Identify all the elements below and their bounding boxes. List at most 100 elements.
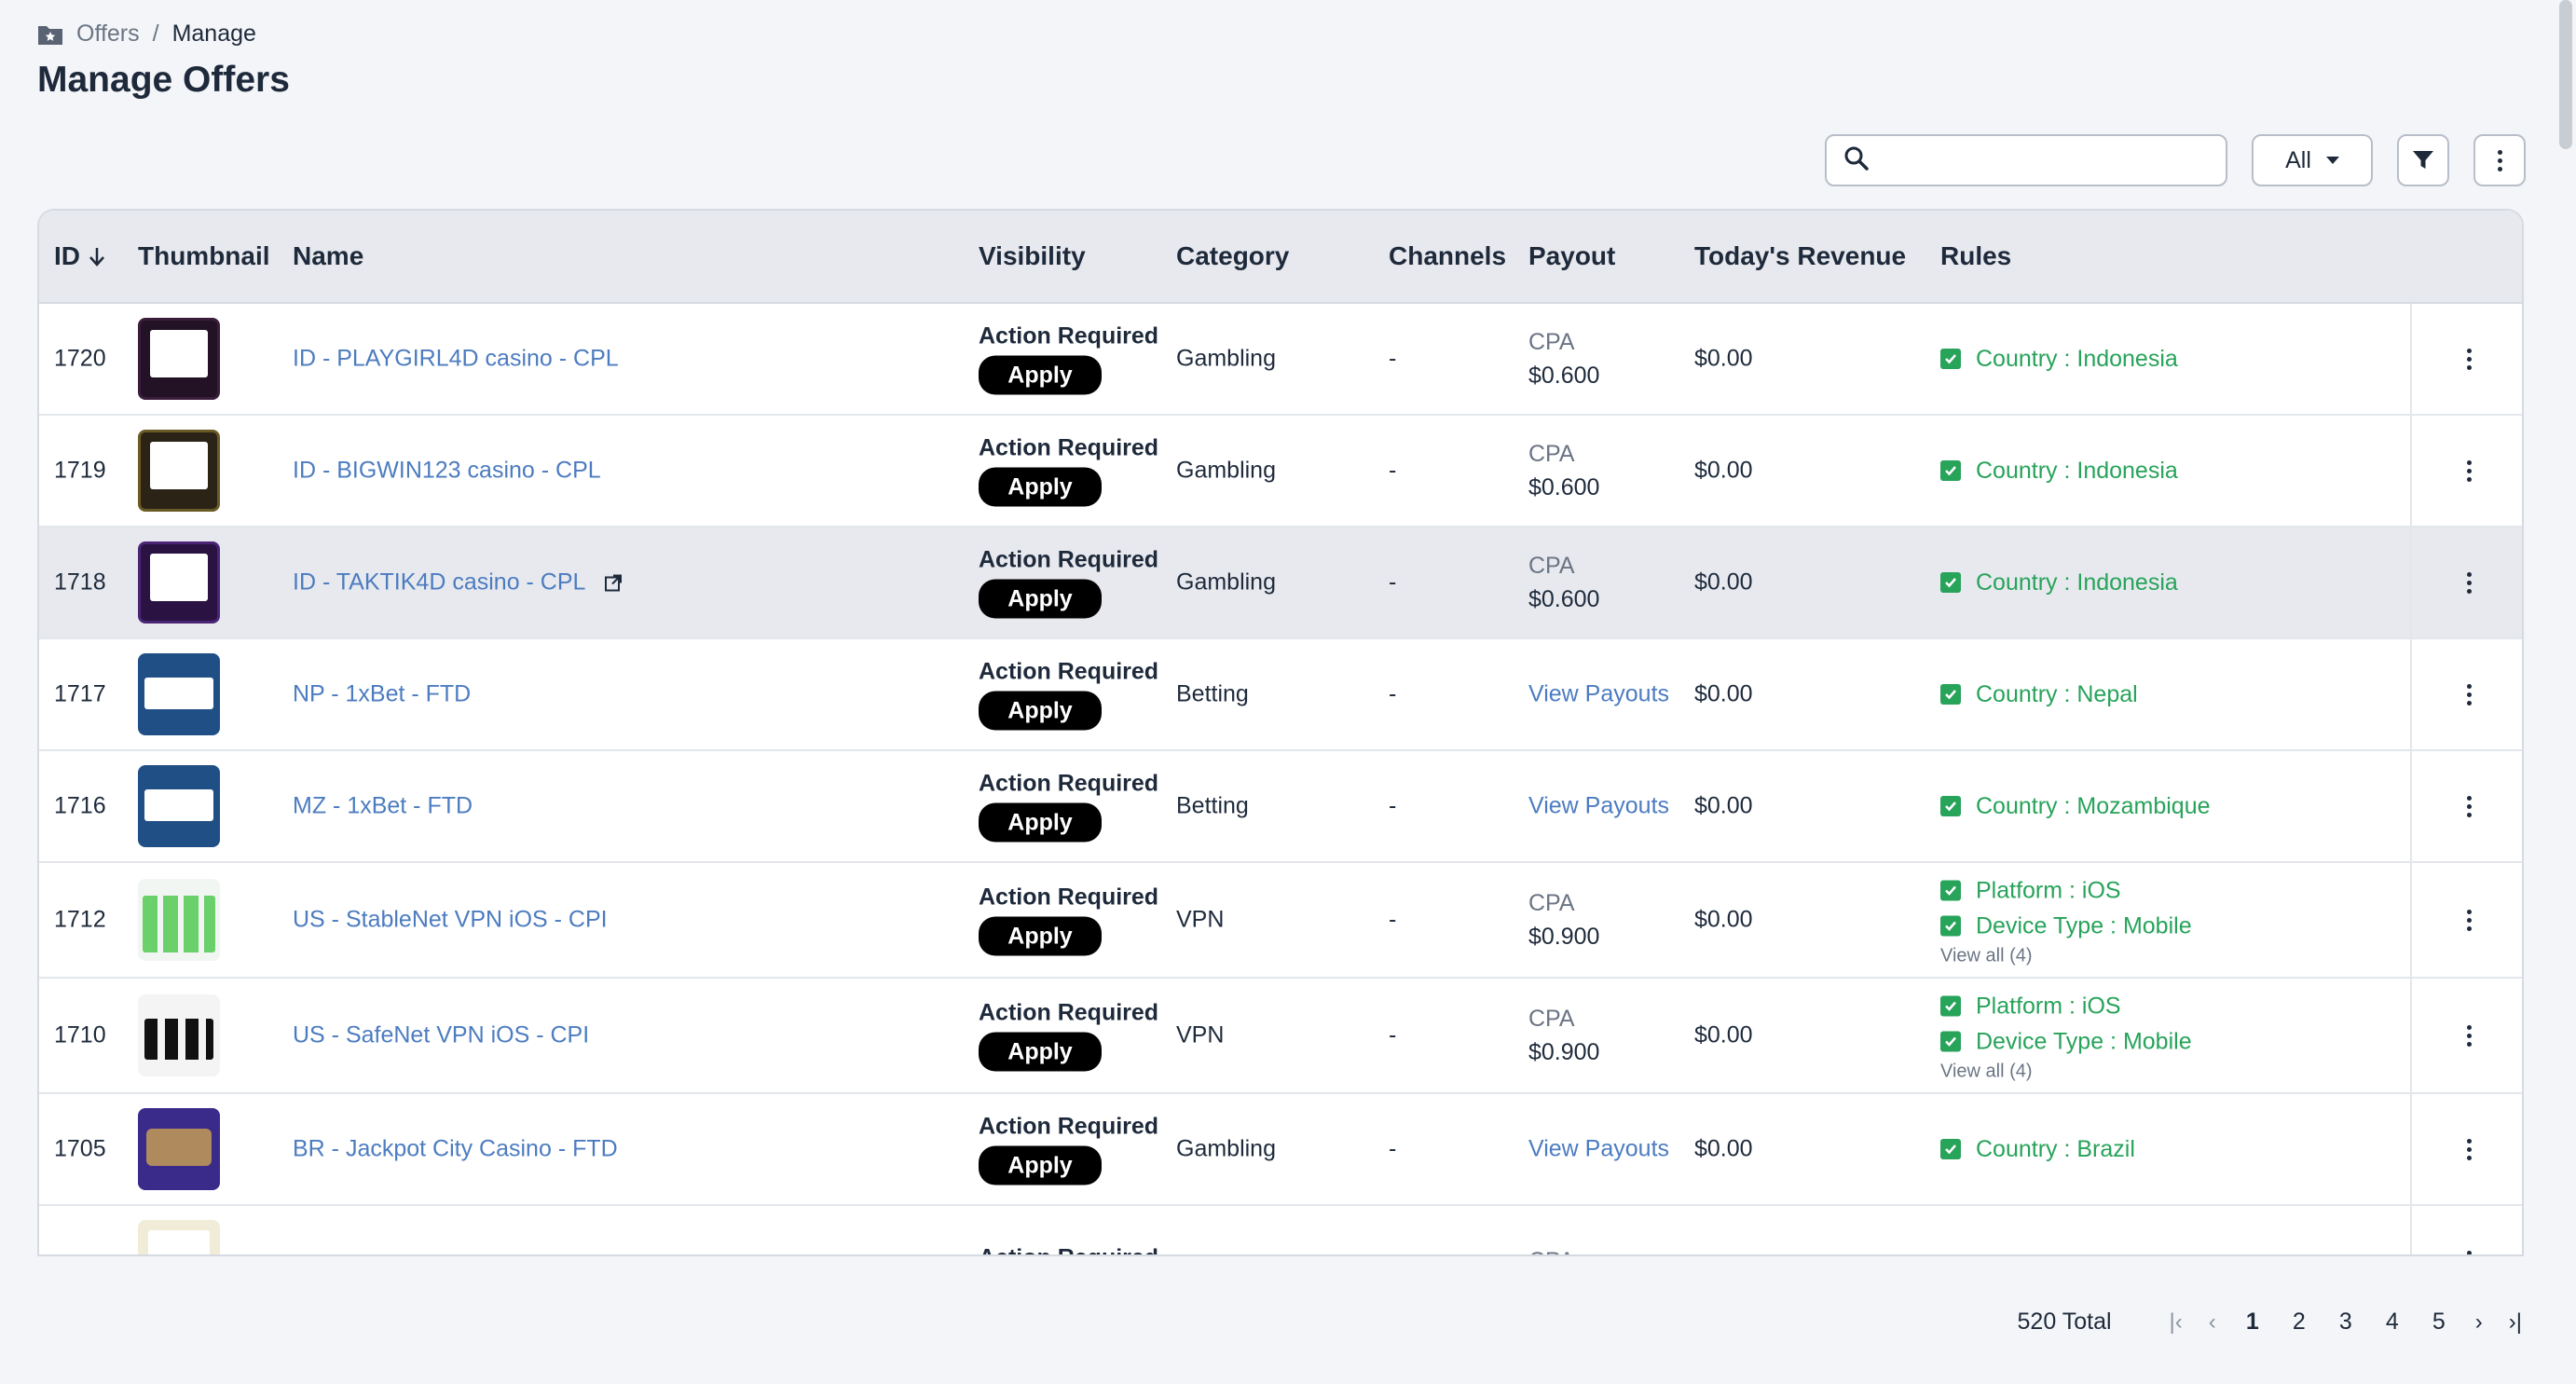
page-4[interactable]: 4	[2385, 1309, 2399, 1335]
breadcrumb-offers-link[interactable]: Offers	[76, 21, 140, 47]
offer-channels: -	[1389, 457, 1397, 484]
offer-name-link[interactable]: ID - PLAYGIRL4D casino - CPL	[293, 346, 619, 373]
kebab-menu-icon	[2466, 795, 2472, 817]
apply-button[interactable]: Apply	[979, 579, 1102, 619]
column-header-name[interactable]: Name	[293, 241, 364, 270]
offer-thumbnail[interactable]	[138, 765, 220, 847]
view-all-rules-link[interactable]: View all (4)	[1940, 945, 2033, 966]
offer-thumbnail[interactable]	[138, 318, 220, 400]
rule-item: Platform : iOS	[1940, 873, 2192, 909]
view-payouts-link[interactable]: View Payouts	[1528, 1135, 1670, 1162]
page-3[interactable]: 3	[2338, 1309, 2352, 1335]
row-actions-button[interactable]	[2410, 639, 2522, 749]
table-row[interactable]: 1717 NP - 1xBet - FTD Action Required Ap…	[39, 639, 2522, 751]
table-row[interactable]: 1710 US - SafeNet VPN iOS - CPI Action R…	[39, 979, 2522, 1094]
offer-thumbnail[interactable]	[138, 541, 220, 623]
page-2[interactable]: 2	[2292, 1309, 2306, 1335]
row-actions-button[interactable]	[2410, 751, 2522, 861]
offer-thumbnail[interactable]	[138, 879, 220, 961]
offer-name-link[interactable]: ID - TAKTIK4D casino - CPL	[293, 569, 623, 596]
row-actions-button[interactable]	[2410, 979, 2522, 1092]
filter-button[interactable]	[2397, 134, 2449, 186]
previous-page-icon[interactable]: ‹	[2208, 1309, 2216, 1335]
thumbnail-preview	[143, 895, 215, 953]
search-icon	[1843, 145, 1870, 176]
table-row[interactable]: 1720 ID - PLAYGIRL4D casino - CPL Action…	[39, 304, 2522, 416]
offer-name-link[interactable]: BR - Jackpot City Casino - FTD	[293, 1136, 618, 1163]
row-actions-button[interactable]	[2410, 528, 2522, 637]
offer-category: Gambling	[1176, 457, 1276, 484]
table-row[interactable]: 1705 BR - Jackpot City Casino - FTD Acti…	[39, 1094, 2522, 1206]
offer-category: VPN	[1176, 1021, 1225, 1048]
offer-name-link[interactable]: US - SafeNet VPN iOS - CPI	[293, 1022, 589, 1049]
apply-button[interactable]: Apply	[979, 355, 1102, 395]
row-actions-button[interactable]	[2410, 416, 2522, 526]
payout-value: $0.600	[1528, 586, 1600, 612]
row-actions-button[interactable]	[2410, 1094, 2522, 1204]
view-payouts-link[interactable]: View Payouts	[1528, 792, 1670, 819]
page-1[interactable]: 1	[2245, 1309, 2259, 1335]
visibility-status: Action Required	[979, 1113, 1159, 1140]
view-all-rules-link[interactable]: View all (4)	[1940, 1061, 2033, 1082]
column-header-id[interactable]: ID	[54, 241, 106, 271]
row-actions-button[interactable]	[2410, 304, 2522, 414]
checkbox-checked-icon	[1940, 995, 1961, 1017]
search-field[interactable]	[1825, 134, 2227, 186]
page-5[interactable]: 5	[2432, 1309, 2446, 1335]
offer-thumbnail[interactable]	[138, 1108, 220, 1190]
apply-button[interactable]: Apply	[979, 691, 1102, 731]
apply-button[interactable]: Apply	[979, 916, 1102, 956]
visibility-status: Action Required	[979, 546, 1159, 573]
offer-name-link[interactable]: MZ - 1xBet - FTD	[293, 793, 473, 820]
last-page-icon[interactable]: ›|	[2508, 1309, 2522, 1335]
visibility-cell: Action Required Apply	[979, 323, 1158, 395]
kebab-menu-icon	[2466, 683, 2472, 706]
view-payouts-link[interactable]: View Payouts	[1528, 680, 1670, 707]
apply-button[interactable]: Apply	[979, 1145, 1102, 1185]
row-actions-button[interactable]	[2410, 863, 2522, 977]
apply-button[interactable]: Apply	[979, 802, 1102, 843]
table-row[interactable]: 1718 ID - TAKTIK4D casino - CPL Action R…	[39, 528, 2522, 639]
more-options-button[interactable]	[2473, 134, 2526, 186]
offer-name-link[interactable]: NP - 1xBet - FTD	[293, 681, 471, 708]
today-revenue: $0.00	[1694, 1135, 1753, 1162]
column-header-payout: Payout	[1528, 241, 1616, 270]
thumbnail-image	[138, 1220, 220, 1254]
thumbnail-preview	[144, 789, 213, 821]
payout-cell: CPA $0.600	[1528, 325, 1599, 392]
payout-type: CPA	[1528, 1006, 1575, 1032]
checkbox-checked-icon	[1940, 1031, 1961, 1052]
visibility-filter-select[interactable]: All	[2252, 134, 2373, 186]
offer-thumbnail[interactable]	[138, 653, 220, 735]
table-row[interactable]: 1712 US - StableNet VPN iOS - CPI Action…	[39, 863, 2522, 979]
today-revenue: $0.00	[1694, 457, 1753, 484]
offer-name-link[interactable]: ID - BIGWIN123 casino - CPL	[293, 458, 601, 485]
rules-cell: Country : Nepal	[1940, 677, 2138, 712]
first-page-icon[interactable]: |‹	[2169, 1309, 2183, 1335]
thumbnail-preview	[145, 1129, 212, 1166]
row-actions-button[interactable]	[2410, 1206, 2522, 1254]
apply-button[interactable]: Apply	[979, 1032, 1102, 1072]
search-input[interactable]	[1881, 136, 2226, 185]
offer-name-link[interactable]: US - StableNet VPN iOS - CPI	[293, 907, 608, 934]
today-revenue: $0.00	[1694, 345, 1753, 372]
offer-category: Betting	[1176, 680, 1249, 707]
offer-thumbnail[interactable]	[138, 430, 220, 512]
offer-name: NP - 1xBet - FTD	[293, 680, 472, 707]
table-row[interactable]: 1716 MZ - 1xBet - FTD Action Required Ap…	[39, 751, 2522, 863]
page-scrollbar[interactable]	[2559, 0, 2572, 149]
apply-button[interactable]: Apply	[979, 467, 1102, 507]
offer-thumbnail[interactable]	[138, 994, 220, 1076]
table-row[interactable]: 1719 ID - BIGWIN123 casino - CPL Action …	[39, 416, 2522, 528]
rule-item: Country : Indonesia	[1940, 341, 2178, 377]
breadcrumb: Offers / Manage	[37, 21, 256, 48]
checkbox-checked-icon	[1940, 572, 1961, 593]
offer-channels: -	[1389, 906, 1397, 933]
breadcrumb-separator: /	[152, 21, 159, 47]
next-page-icon[interactable]: ›	[2474, 1309, 2483, 1335]
offer-thumbnail[interactable]	[138, 1220, 220, 1254]
external-link-icon[interactable]	[604, 573, 623, 592]
page-title: Manage Offers	[37, 60, 290, 100]
table-row[interactable]: Action Required CPA	[39, 1206, 2522, 1254]
kebab-menu-icon	[2466, 909, 2472, 931]
